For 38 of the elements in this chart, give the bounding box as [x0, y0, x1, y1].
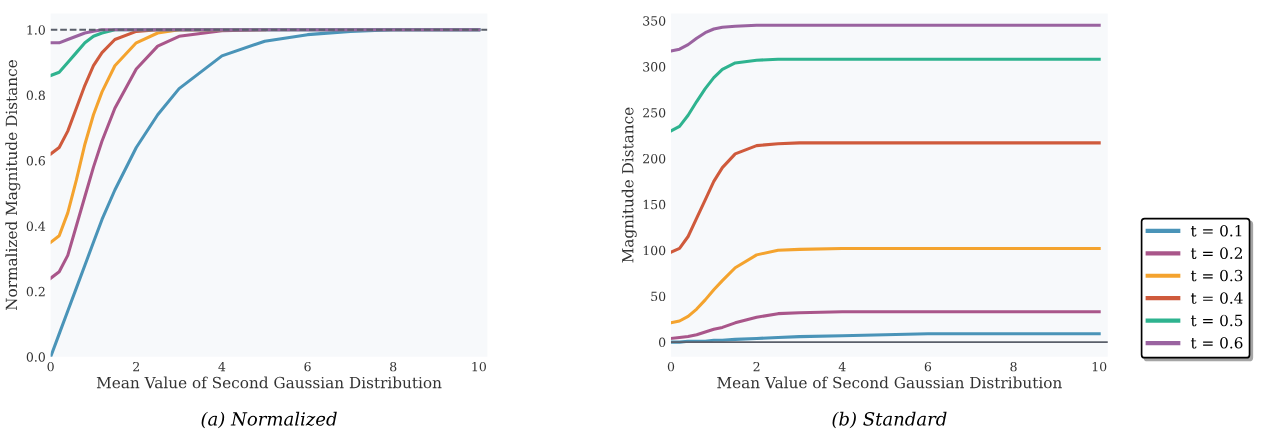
y-tick-label: 50	[651, 291, 666, 302]
y-tick-label: 100	[643, 245, 666, 256]
legend-label: t = 0.3	[1190, 269, 1243, 282]
x-tick-label: 6	[924, 361, 932, 372]
x-tick-label: 0	[47, 361, 54, 372]
x-tick-label: 4	[218, 361, 226, 372]
x-axis-title: Mean Value of Second Gaussian Distribution	[717, 376, 1062, 389]
x-tick-label: 10	[472, 361, 486, 372]
legend-label: t = 0.6	[1190, 337, 1243, 349]
y-tick-label: 300	[643, 62, 666, 72]
y-axis-title: Normalized Magnitude Distance	[5, 60, 21, 311]
x-axis-title: Mean Value of Second Gaussian Distribution	[96, 376, 442, 389]
x-tick-label: 4	[838, 361, 846, 372]
y-tick-label: 0.6	[26, 156, 45, 166]
y-tick-label: 0.0	[26, 352, 45, 362]
y-axis-title: Magnitude Distance	[621, 107, 637, 263]
x-tick-label: 6	[304, 361, 311, 372]
x-tick-label: 2	[753, 361, 760, 372]
legend-label: t = 0.4	[1190, 292, 1243, 304]
legend-label: t = 0.5	[1190, 314, 1243, 327]
y-tick-label: 200	[643, 153, 666, 164]
x-tick-label: 0	[667, 361, 675, 372]
y-tick-label: 350	[643, 16, 666, 26]
y-tick-label: 0	[658, 337, 666, 348]
y-tick-label: 250	[643, 108, 666, 118]
x-tick-label: 8	[390, 361, 397, 372]
x-tick-label: 10	[1092, 361, 1107, 372]
y-tick-label: 1.0	[27, 25, 45, 35]
y-tick-label: 0.2	[26, 286, 45, 297]
x-tick-label: 8	[1010, 361, 1017, 372]
y-tick-label: 0.4	[26, 221, 46, 231]
text: (b) Standard	[832, 411, 947, 429]
text: (a) Normalized	[201, 411, 337, 429]
legend-label: t = 0.2	[1190, 247, 1242, 259]
legend-label: t = 0.1	[1190, 224, 1242, 237]
y-tick-label: 150	[643, 199, 666, 210]
y-tick-label: 0.8	[26, 90, 45, 101]
x-tick-label: 2	[133, 361, 140, 372]
